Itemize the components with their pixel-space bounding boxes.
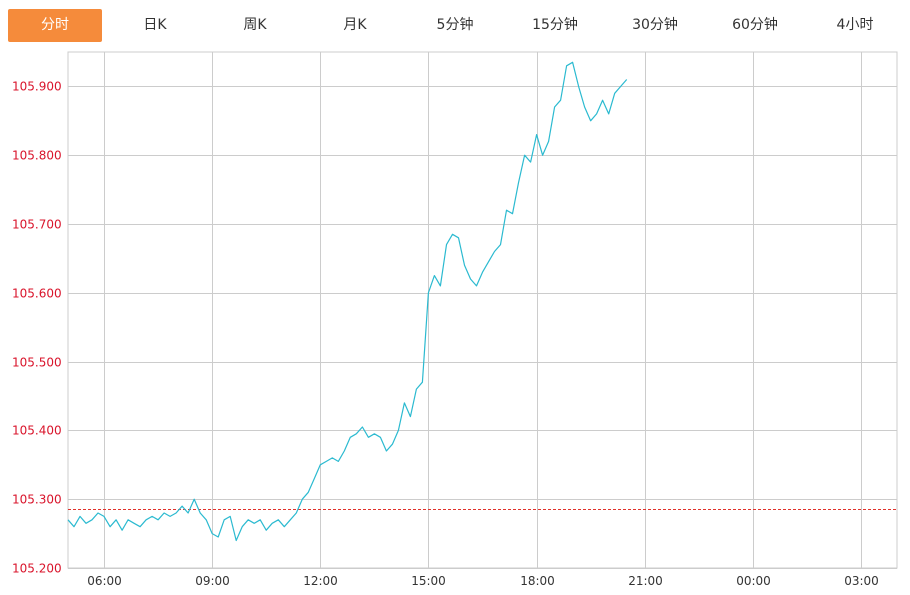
y-tick-label: 105.500 (12, 356, 62, 370)
x-tick-label: 09:00 (195, 574, 230, 588)
plot-frame (67, 51, 898, 569)
chart-svg: 105.200 105.300 105.400 105.500 105.600 105.7… (12, 51, 898, 588)
x-tick-label: 03:00 (844, 574, 879, 588)
price-chart: 105.200 105.300 105.400 105.500 105.600 105.7… (0, 50, 910, 595)
x-tick-label: 21:00 (628, 574, 663, 588)
x-tick-label: 06:00 (87, 574, 122, 588)
x-tick-label: 12:00 (303, 574, 338, 588)
x-tick-label: 15:00 (411, 574, 446, 588)
x-tick-label: 00:00 (736, 574, 771, 588)
price-series-line (67, 61, 628, 542)
tab-60min[interactable]: 60分钟 (732, 17, 778, 33)
y-tick-label: 105.400 (12, 424, 62, 438)
tab-4hour[interactable]: 4小时 (836, 17, 874, 33)
tab-30min[interactable]: 30分钟 (632, 17, 678, 33)
y-tick-label: 105.700 (12, 218, 62, 232)
x-tick-label: 18:00 (520, 574, 555, 588)
tab-intraday[interactable]: 分时 (8, 9, 102, 42)
tab-15min[interactable]: 15分钟 (532, 17, 578, 33)
y-tick-label: 105.300 (12, 493, 62, 507)
y-tick-label: 105.900 (12, 80, 62, 94)
tab-5min[interactable]: 5分钟 (436, 17, 474, 33)
tab-daily-k[interactable]: 日K (143, 17, 167, 33)
y-tick-label: 105.200 (12, 562, 62, 576)
tab-monthly-k[interactable]: 月K (343, 17, 367, 33)
y-tick-label: 105.800 (12, 149, 62, 163)
period-tabbar: 分时 日K 周K 月K 5分钟 15分钟 30分钟 60分钟 4小时 (0, 0, 910, 50)
y-tick-label: 105.600 (12, 287, 62, 301)
tab-weekly-k[interactable]: 周K (243, 17, 267, 33)
